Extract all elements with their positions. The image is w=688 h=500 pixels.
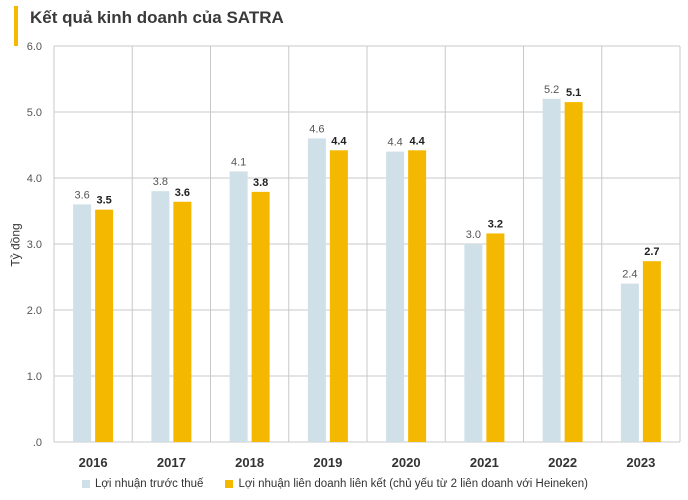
bar-series-2 [564, 102, 583, 442]
legend-swatch-series-2 [225, 480, 234, 488]
bar-series-1 [542, 98, 561, 443]
legend-item-series-1: Lợi nhuận trước thuế [82, 478, 203, 490]
x-tick-label: 2023 [626, 455, 655, 470]
y-tick-label: 3.0 [27, 239, 42, 251]
bar-series-2 [251, 191, 270, 442]
y-tick-label: 4.0 [27, 173, 42, 185]
data-label-series-1: 4.6 [309, 123, 324, 135]
x-tick-label: 2017 [157, 455, 186, 470]
chart-title: Kết quả kinh doanh của SATRA [30, 8, 284, 27]
data-label-series-1: 3.8 [153, 176, 168, 188]
y-tick-label: 1.0 [27, 371, 42, 383]
data-label-series-2: 3.5 [96, 195, 111, 207]
bar-series-2 [173, 201, 192, 442]
bar-series-1 [386, 151, 405, 442]
title-accent-bar [14, 6, 18, 46]
data-label-series-2: 5.1 [566, 87, 581, 99]
legend-item-series-2: Lợi nhuận liên doanh liên kết (chủ yếu t… [225, 478, 588, 490]
legend-label-series-2: Lợi nhuận liên doanh liên kết (chủ yếu t… [238, 478, 588, 490]
data-label-series-2: 4.4 [409, 135, 425, 147]
legend-swatch-series-1 [82, 480, 90, 488]
bar-series-1 [307, 138, 326, 442]
x-tick-label: 2020 [392, 455, 421, 470]
legend-label-series-1: Lợi nhuận trước thuế [95, 478, 204, 490]
bar-series-2 [95, 209, 114, 442]
data-label-series-2: 3.6 [175, 187, 190, 199]
data-label-series-2: 3.8 [253, 177, 268, 189]
data-label-series-1: 3.0 [466, 229, 481, 241]
bar-series-1 [464, 244, 483, 442]
legend: Lợi nhuận trước thuế Lợi nhuận liên doan… [82, 478, 610, 490]
data-label-series-1: 3.6 [74, 189, 89, 201]
data-label-series-2: 2.7 [644, 246, 659, 258]
x-tick-label: 2021 [470, 455, 499, 470]
y-tick-label: 2.0 [27, 305, 42, 317]
bar-series-1 [151, 191, 170, 442]
bar-series-1 [229, 171, 248, 442]
bar-series-1 [73, 204, 92, 442]
y-tick-label: .0 [33, 437, 42, 449]
data-label-series-2: 4.4 [331, 135, 347, 147]
bar-series-2 [486, 233, 505, 442]
bar-series-2 [408, 150, 427, 442]
data-label-series-1: 5.2 [544, 84, 559, 96]
x-tick-label: 2016 [79, 455, 108, 470]
data-label-series-1: 2.4 [622, 269, 637, 281]
data-label-series-2: 3.2 [488, 218, 503, 230]
data-label-series-1: 4.4 [387, 137, 402, 149]
bar-series-2 [329, 150, 348, 442]
y-tick-label: 6.0 [27, 41, 42, 53]
data-label-series-1: 4.1 [231, 156, 246, 168]
x-tick-label: 2022 [548, 455, 577, 470]
x-tick-label: 2019 [313, 455, 342, 470]
bar-series-2 [642, 261, 661, 442]
bar-series-1 [620, 283, 639, 442]
x-tick-label: 2018 [235, 455, 264, 470]
y-tick-label: 5.0 [27, 107, 42, 119]
